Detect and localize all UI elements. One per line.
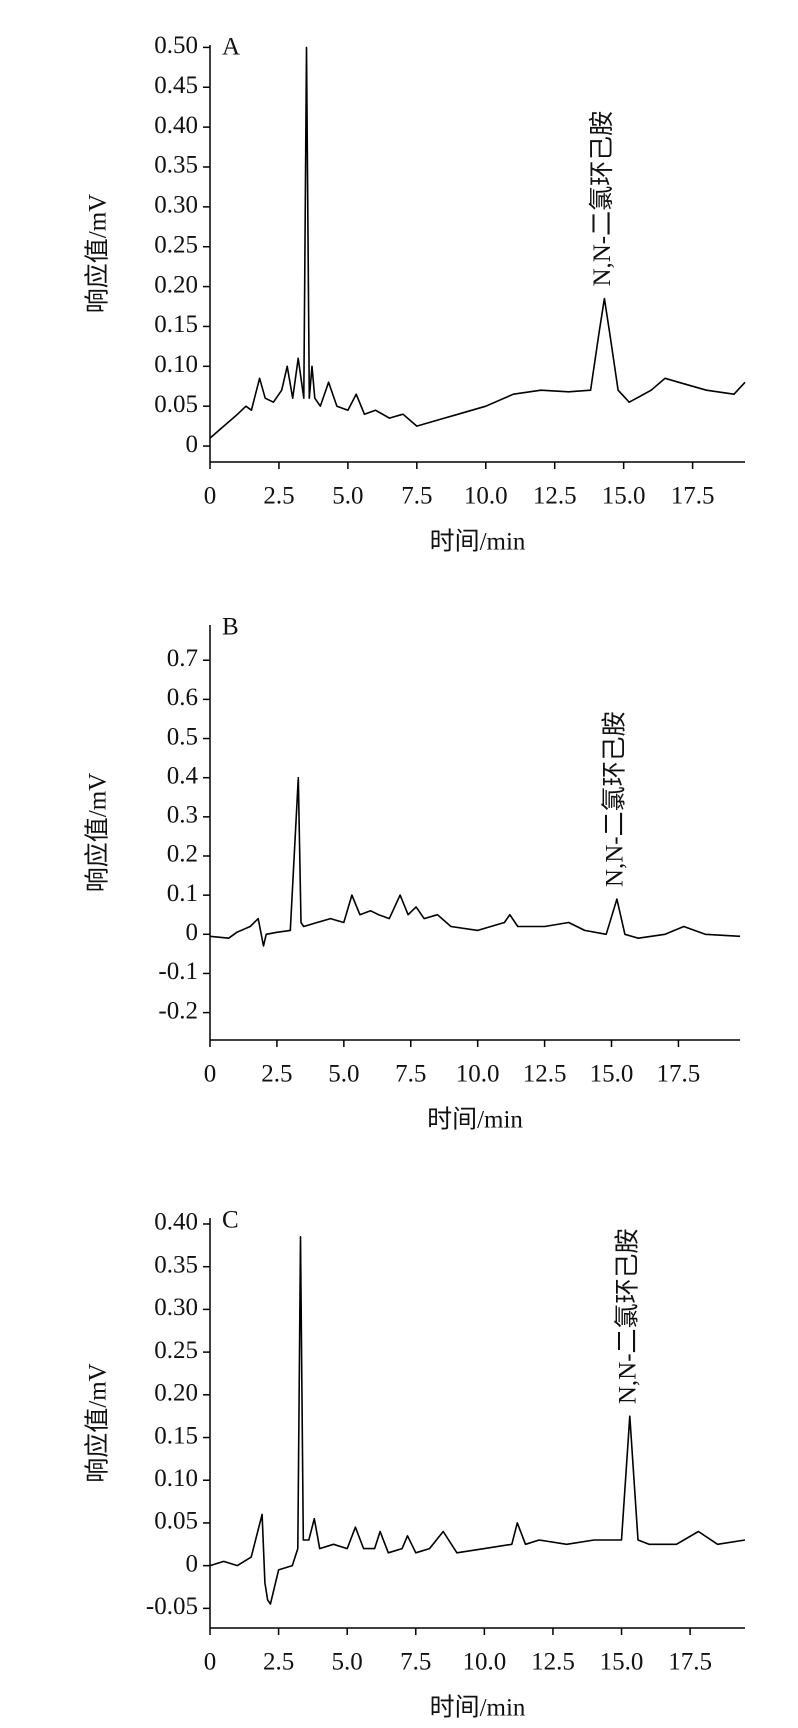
y-tick-label: 0.6 [167,684,198,711]
y-tick-label: -0.05 [146,1593,198,1620]
x-tick-label: 5.0 [332,1649,363,1676]
y-tick-label: 0.05 [154,1508,198,1535]
y-axis-title: 响应值/mV [84,194,112,313]
y-tick-label: 0.40 [154,112,198,139]
chromatogram-line [209,776,741,947]
y-tick-label: 0.35 [154,1251,198,1278]
y-tick-label: 0.25 [154,231,198,258]
y-tick-label: 0.45 [154,72,198,99]
y-tick-label: 0.20 [154,1380,198,1407]
y-tick-label: 0.15 [154,311,198,338]
x-axis-title: 时间/min [430,528,526,556]
x-tick-label: 10.0 [462,1649,506,1676]
y-tick-label: 0.05 [154,391,198,418]
y-tick-label: 0.5 [167,723,198,750]
panel-label: B [222,614,239,641]
x-tick-label: 17.5 [657,1061,701,1088]
y-tick-label: 0.10 [154,1465,198,1492]
y-tick-label: 0 [186,919,199,946]
x-tick-label: 15.0 [600,1649,644,1676]
x-tick-label: 12.5 [523,1061,567,1088]
x-axis-title: 时间/min [427,1106,523,1134]
x-tick-label: 17.5 [671,483,715,510]
y-tick-label: 0.4 [167,762,199,789]
y-tick-label: 0.15 [154,1422,198,1449]
x-tick-label: 5.0 [328,1061,359,1088]
x-tick-label: 0 [204,1061,217,1088]
y-tick-label: 0.30 [154,1294,198,1321]
x-tick-label: 7.5 [400,1649,431,1676]
y-tick-label: 0.10 [154,351,198,378]
y-tick-label: 0.25 [154,1337,198,1364]
x-tick-label: 7.5 [401,483,432,510]
panel: -0.05 0 0.05 0.10 0.15 0.20 0.25 0.30 0.35 0.40 0 2… [84,1207,746,1722]
y-tick-label: 0.2 [167,841,198,868]
chromatogram-line [209,46,746,439]
x-tick-label: 5.0 [332,483,363,510]
y-tick-label: 0.20 [154,271,198,298]
x-tick-label: 2.5 [263,1649,294,1676]
x-tick-label: 0 [204,483,217,510]
peak-annotation: N,N-二氯环己胺 [614,1228,642,1404]
x-tick-label: 15.0 [602,483,646,510]
x-tick-label: 7.5 [395,1061,426,1088]
y-tick-label: 0.40 [154,1209,198,1236]
y-tick-label: 0.30 [154,192,198,219]
peak-annotation: N,N-二氯环己胺 [588,111,616,287]
chromatogram-line [209,1236,746,1605]
x-tick-label: 12.5 [533,483,577,510]
x-tick-label: 2.5 [263,483,294,510]
x-tick-label: 10.0 [464,483,508,510]
y-tick-label: 0.7 [167,645,198,672]
x-tick-label: 17.5 [668,1649,712,1676]
y-axis-title: 响应值/mV [84,773,112,892]
panel: -0.2 -0.1 0 0.1 0.2 0.3 0.4 0.5 0.6 0.7 0 2.5 5.0 7.5… [84,614,741,1134]
y-tick-label: 0.50 [154,32,198,59]
x-tick-label: 15.0 [590,1061,634,1088]
panel-label: A [222,34,240,61]
x-tick-label: 0 [204,1649,217,1676]
y-tick-label: 0.1 [167,880,198,907]
y-tick-label: 0 [186,1550,199,1577]
x-tick-label: 10.0 [456,1061,500,1088]
panel-label: C [222,1207,239,1234]
peak-annotation: N,N-二氯环己胺 [601,711,629,887]
x-tick-label: 12.5 [531,1649,575,1676]
panel: 0 0.05 0.10 0.15 0.20 0.25 0.30 0.35 0.40 0.45 0.5… [84,32,746,556]
y-tick-label: 0 [186,431,199,458]
y-tick-label: -0.1 [158,958,198,985]
x-tick-label: 2.5 [261,1061,292,1088]
y-tick-label: -0.2 [158,997,198,1024]
x-axis-title: 时间/min [430,1694,526,1722]
y-tick-label: 0.35 [154,152,198,179]
y-axis-title: 响应值/mV [84,1363,112,1482]
y-tick-label: 0.3 [167,802,198,829]
